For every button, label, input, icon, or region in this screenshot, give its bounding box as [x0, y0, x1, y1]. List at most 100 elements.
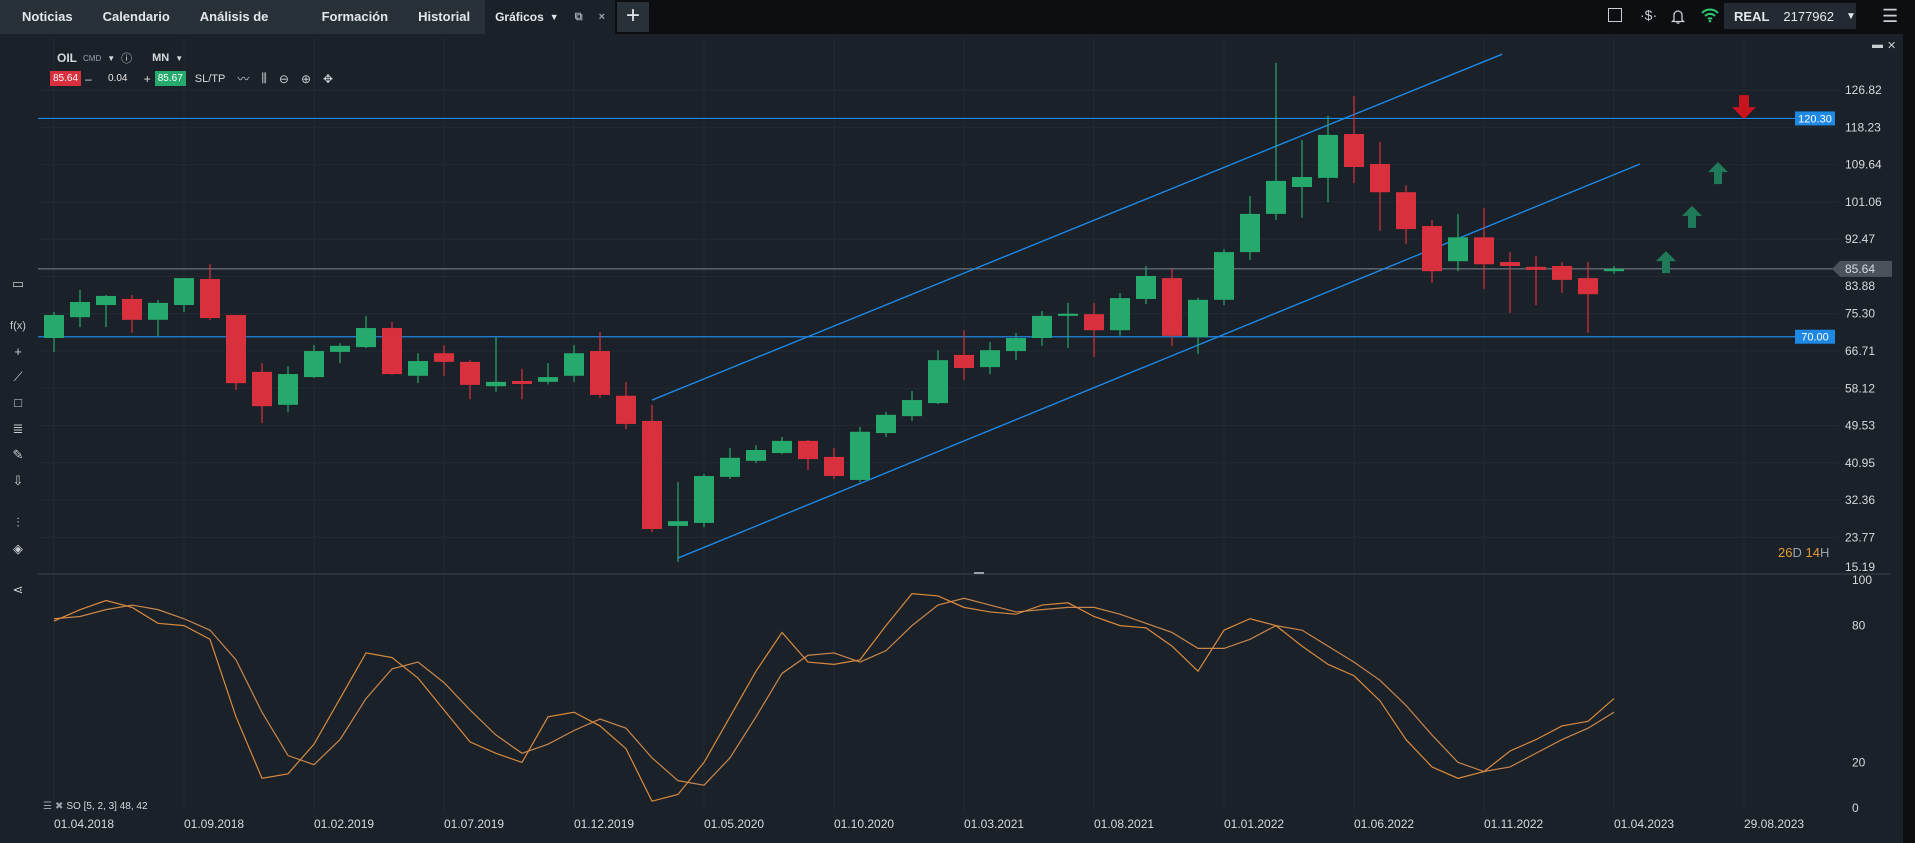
share-icon[interactable]: ⋖	[12, 582, 24, 597]
level-label: 70.00	[1801, 332, 1829, 344]
fullscreen-icon[interactable]	[1607, 7, 1623, 27]
sell-price-button[interactable]: 85.64	[50, 71, 82, 86]
symbol-name[interactable]: OIL	[57, 51, 77, 65]
candle-bullish	[668, 521, 688, 526]
candle-bullish	[278, 374, 298, 405]
popout-icon[interactable]: ⧉	[574, 11, 583, 23]
tab-calendario[interactable]: Calendario	[102, 9, 170, 24]
current-price-label: 85.64	[1845, 262, 1875, 276]
date-axis-label: 01.12.2019	[574, 817, 634, 831]
channel-trend-line[interactable]	[677, 163, 1641, 559]
indicator-remove-icon[interactable]: ✖	[54, 801, 64, 812]
sltp-button[interactable]: SL/TP	[194, 72, 226, 85]
candle-bearish	[1526, 266, 1546, 270]
chevron-down-icon[interactable]: ▼	[1846, 10, 1856, 22]
brush-icon[interactable]: ✎	[12, 447, 24, 462]
candle-bullish	[1136, 275, 1156, 299]
candlestick-icon[interactable]: ⫼	[261, 71, 267, 85]
hamburger-menu-icon[interactable]: ☰	[1882, 6, 1899, 26]
candle-bullish	[928, 360, 948, 404]
price-axis-label: 32.36	[1845, 493, 1875, 507]
info-icon[interactable]: ⓘ	[121, 53, 133, 65]
date-axis-label: 01.11.2022	[1484, 817, 1543, 831]
date-axis-label: 29.08.2023	[1744, 817, 1804, 831]
candle-bullish	[1214, 252, 1234, 300]
price-axis-label: 118.23	[1845, 120, 1881, 134]
right-edge	[1903, 34, 1915, 843]
down-arrow-icon	[1732, 95, 1756, 120]
candle-bearish	[460, 361, 480, 385]
layers-icon[interactable]: ◈	[13, 541, 23, 556]
volume-input[interactable]: 0.04	[107, 73, 128, 84]
close-icon[interactable]: ×	[598, 11, 605, 23]
download-arrow-icon[interactable]: ⇩	[12, 473, 24, 488]
buy-price-button[interactable]: 85.67	[154, 71, 186, 86]
pane-resize-handle[interactable]	[974, 572, 984, 574]
add-tab-button[interactable]: +	[617, 2, 649, 32]
countdown-hours: 14	[1805, 545, 1820, 560]
account-mode: REAL	[1734, 8, 1770, 24]
chevron-down-icon[interactable]: ▼	[107, 53, 116, 63]
candle-bullish	[902, 400, 922, 417]
candle-bullish	[1006, 338, 1026, 352]
line-chart-icon[interactable]: 〰	[237, 72, 250, 86]
timeframe-selector[interactable]: MN	[152, 52, 170, 64]
account-selector[interactable]: REAL 2177962 ▼	[1724, 3, 1856, 29]
price-axis-label: 49.53	[1845, 419, 1875, 433]
move-icon[interactable]: ✥	[323, 71, 334, 86]
comment-icon[interactable]: ▭	[11, 276, 25, 291]
price-axis-label: 66.71	[1845, 344, 1875, 358]
candle-bearish	[616, 395, 636, 424]
candle-bearish	[1370, 163, 1390, 193]
stochastic-d-line	[53, 597, 1615, 786]
candle-bullish	[356, 328, 376, 348]
tab-formacion[interactable]: Formación	[321, 9, 389, 24]
candle-bullish	[96, 295, 116, 306]
candle-bearish	[122, 298, 142, 320]
dollar-signal-icon[interactable]: ·$·	[1640, 7, 1658, 23]
stochastic-k-line	[53, 593, 1615, 802]
function-icon[interactable]: f(x)	[10, 320, 26, 332]
level-label-bg	[1795, 111, 1835, 126]
candle-bearish	[1500, 262, 1520, 266]
candle-bullish	[694, 476, 714, 523]
price-axis-label: 83.88	[1845, 279, 1875, 293]
minimize-panel-icon[interactable]: ▬	[1872, 39, 1883, 51]
oscillator-axis-label: 0	[1852, 801, 1859, 815]
price-axis-label: 109.64	[1845, 158, 1882, 172]
channel-trend-line[interactable]	[651, 53, 1503, 401]
date-axis-label: 01.03.2021	[964, 817, 1024, 831]
zoom-out-icon[interactable]: ⊖	[278, 71, 289, 86]
candle-bullish	[564, 353, 584, 376]
tab-historial[interactable]: Historial	[418, 9, 471, 24]
fibonacci-icon[interactable]: ≣	[12, 421, 24, 436]
candle-bearish	[590, 351, 610, 395]
chevron-down-icon[interactable]: ▼	[175, 53, 184, 63]
line-tool-icon[interactable]: ⟋	[13, 369, 23, 384]
crosshair-icon[interactable]: +	[14, 344, 22, 359]
rectangle-icon[interactable]: □	[14, 395, 22, 410]
tab-graficos[interactable]: Gráficos ▼ ⧉ ×	[485, 0, 615, 34]
volume-decrease-button[interactable]: –	[85, 71, 92, 86]
countdown-d: D	[1792, 545, 1802, 560]
candle-bullish	[850, 431, 870, 480]
candle-bullish	[1448, 237, 1468, 262]
chevron-down-icon[interactable]: ▼	[549, 12, 559, 22]
price-axis-label: 23.77	[1845, 530, 1875, 544]
indicator-settings-icon[interactable]: ⫶	[16, 515, 20, 530]
bell-icon[interactable]	[1670, 7, 1686, 29]
candle-bearish	[512, 380, 532, 385]
indicator-menu-icon[interactable]: ☰	[43, 801, 52, 812]
tab-noticias[interactable]: Noticias	[22, 9, 73, 24]
candle-bearish	[1396, 192, 1416, 230]
up-arrow-icon	[1682, 205, 1702, 228]
close-panel-icon[interactable]: ✕	[1887, 40, 1897, 52]
candle-bullish	[44, 315, 64, 339]
candle-bullish	[746, 449, 766, 461]
volume-increase-button[interactable]: +	[143, 71, 151, 86]
up-arrow-icon	[1708, 162, 1728, 185]
candle-bullish	[1604, 268, 1624, 272]
chart-panel	[0, 34, 1903, 843]
zoom-in-icon[interactable]: ⊕	[300, 71, 312, 86]
